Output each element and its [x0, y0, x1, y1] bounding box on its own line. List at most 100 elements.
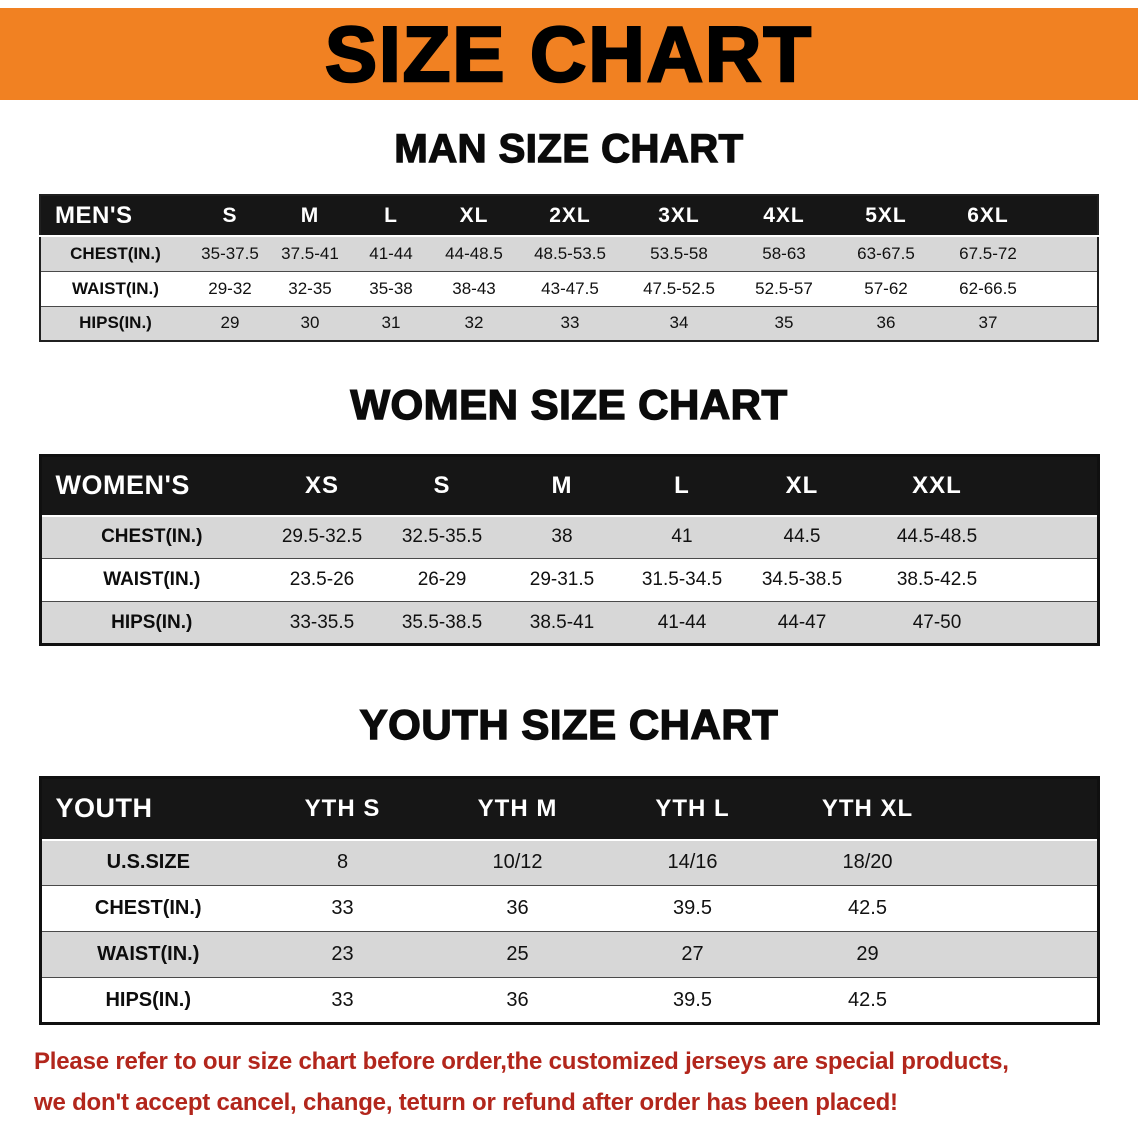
row-label: HIPS(IN.) — [79, 313, 152, 333]
table-title-cell: YOUTH — [40, 777, 255, 841]
size-header-cell: YTH XL — [780, 777, 955, 841]
table-row: HIPS(IN.) 33 36 39.5 42.5 — [40, 977, 1098, 1024]
size-value: 39.5 — [673, 988, 712, 1011]
size-value: 35-38 — [369, 278, 413, 298]
row-label: WAIST(IN.) — [72, 278, 159, 298]
size-value: 58-63 — [762, 243, 806, 263]
size-value: 18/20 — [842, 851, 893, 874]
size-value: 38-43 — [452, 278, 496, 298]
size-chart-sections: MAN SIZE CHART MEN'S S M L XL 2XL 3XL 4XL 5XL 6XL C… — [0, 126, 1138, 1025]
womens-size-table: WOMEN'S XS S M L XL XXL CHEST(IN.) 29.5-32.5 32.5… — [38, 454, 1100, 646]
size-value: 29.5-32.5 — [281, 526, 363, 548]
size-value: 14/16 — [667, 851, 718, 874]
size-value: 35 — [774, 313, 794, 333]
row-label: CHEST(IN.) — [70, 243, 161, 263]
size-header-cell: 3XL — [624, 195, 734, 237]
size-value: 29-32 — [208, 278, 252, 298]
size-value: 33 — [331, 897, 354, 919]
table-title-cell: WOMEN'S — [40, 455, 262, 517]
youth-size-section: YOUTH SIZE CHART YOUTH YTH S YTH M YTH L YTH … — [0, 701, 1138, 1025]
size-value: 57-62 — [864, 278, 908, 298]
table-row: CHEST(IN.) 33 36 39.5 42.5 — [40, 885, 1098, 932]
size-header-cell: 2XL — [516, 195, 624, 237]
size-value: 30 — [300, 313, 320, 333]
size-value: 31 — [381, 313, 401, 333]
size-value: 10/12 — [492, 851, 543, 874]
size-header-cell: 6XL — [938, 195, 1038, 237]
size-value: 36 — [506, 897, 529, 919]
size-chart-page: SIZE CHART MAN SIZE CHART MEN'S S M L XL 2XL 3X… — [0, 8, 1138, 1123]
size-value: 39.5 — [673, 897, 712, 919]
size-value: 33-35.5 — [289, 611, 355, 633]
size-value: 32.5-35.5 — [401, 526, 483, 548]
row-label: HIPS(IN.) — [105, 988, 192, 1011]
table-title-cell: MEN'S — [40, 195, 190, 237]
size-value: 35.5-38.5 — [401, 611, 483, 633]
size-header-cell: XS — [262, 455, 382, 517]
size-header-cell: 5XL — [834, 195, 938, 237]
size-value: 36 — [506, 988, 529, 1011]
table-row: WAIST(IN.) 29-32 32-35 35-38 38-43 43-47.5 47.… — [40, 271, 1098, 306]
spacer-cell — [1038, 195, 1098, 237]
size-value: 34 — [669, 313, 689, 333]
spacer-cell — [1038, 236, 1098, 271]
mens-size-section: MAN SIZE CHART MEN'S S M L XL 2XL 3XL 4XL 5XL 6XL C… — [0, 126, 1138, 342]
size-value: 44-47 — [777, 611, 827, 633]
size-header-cell: L — [350, 195, 432, 237]
size-value: 52.5-57 — [755, 278, 813, 298]
size-value: 23 — [331, 943, 354, 965]
size-header-cell: S — [190, 195, 270, 237]
disclaimer-line-1: Please refer to our size chart before or… — [34, 1048, 1009, 1075]
size-value: 43-47.5 — [541, 278, 599, 298]
page-title: SIZE CHART — [324, 10, 813, 98]
size-value: 26-29 — [417, 569, 467, 590]
size-value: 37 — [978, 313, 998, 333]
disclaimer: Please refer to our size chart before or… — [0, 1041, 1138, 1123]
size-header-cell: 4XL — [734, 195, 834, 237]
size-value: 32 — [464, 313, 484, 333]
header-row: YOUTH YTH S YTH M YTH L YTH XL — [40, 777, 1098, 841]
size-value: 38.5-41 — [529, 611, 595, 633]
size-value: 33 — [560, 313, 580, 333]
size-value: 23.5-26 — [289, 569, 355, 590]
size-value: 62-66.5 — [959, 278, 1017, 298]
spacer-cell — [955, 978, 1098, 1024]
size-value: 44.5 — [783, 526, 821, 548]
table-row: CHEST(IN.) 35-37.5 37.5-41 41-44 44-48.5 48.5… — [40, 236, 1098, 271]
spacer-cell — [955, 932, 1098, 978]
size-header-cell: YTH L — [605, 777, 780, 841]
spacer-cell — [955, 777, 1098, 841]
size-value: 33 — [331, 988, 354, 1011]
size-header-cell: YTH S — [255, 777, 430, 841]
size-value: 34.5-38.5 — [761, 569, 843, 590]
womens-heading: WOMEN SIZE CHART — [350, 381, 788, 428]
size-header-cell: L — [622, 455, 742, 517]
size-value: 41-44 — [369, 243, 413, 263]
size-value: 53.5-58 — [650, 243, 708, 263]
row-label: HIPS(IN.) — [111, 611, 193, 633]
table-row: CHEST(IN.) 29.5-32.5 32.5-35.5 38 41 44.5 44.5… — [40, 515, 1098, 559]
size-header-cell: S — [382, 455, 502, 517]
spacer-cell — [1012, 516, 1098, 559]
table-row: HIPS(IN.) 29 30 31 32 33 34 35 36 37 — [40, 306, 1098, 341]
size-value: 31.5-34.5 — [641, 569, 723, 590]
size-value: 41-44 — [657, 611, 707, 633]
row-label: U.S.SIZE — [106, 851, 190, 874]
row-label: CHEST(IN.) — [101, 526, 203, 548]
youth-size-table: YOUTH YTH S YTH M YTH L YTH XL U.S.SIZE 8 10/12… — [38, 776, 1100, 1025]
womens-size-section: WOMEN SIZE CHART WOMEN'S XS S M L XL XXL CHEST(I… — [0, 381, 1138, 646]
spacer-cell — [1038, 271, 1098, 306]
size-header-cell: XL — [742, 455, 862, 517]
mens-size-table: MEN'S S M L XL 2XL 3XL 4XL 5XL 6XL CHEST(IN.) 35-37… — [39, 194, 1099, 342]
size-header-cell: XL — [432, 195, 516, 237]
size-value: 36 — [876, 313, 896, 333]
header-row: MEN'S S M L XL 2XL 3XL 4XL 5XL 6XL — [40, 195, 1098, 237]
size-value: 67.5-72 — [959, 243, 1017, 263]
table-row: WAIST(IN.) 23.5-26 26-29 29-31.5 31.5-34.5 34… — [40, 558, 1098, 602]
spacer-cell — [1038, 306, 1098, 341]
spacer-cell — [1012, 602, 1098, 645]
spacer-cell — [955, 886, 1098, 932]
spacer-cell — [955, 840, 1098, 886]
table-row: WAIST(IN.) 23 25 27 29 — [40, 931, 1098, 978]
size-value: 47.5-52.5 — [643, 278, 715, 298]
